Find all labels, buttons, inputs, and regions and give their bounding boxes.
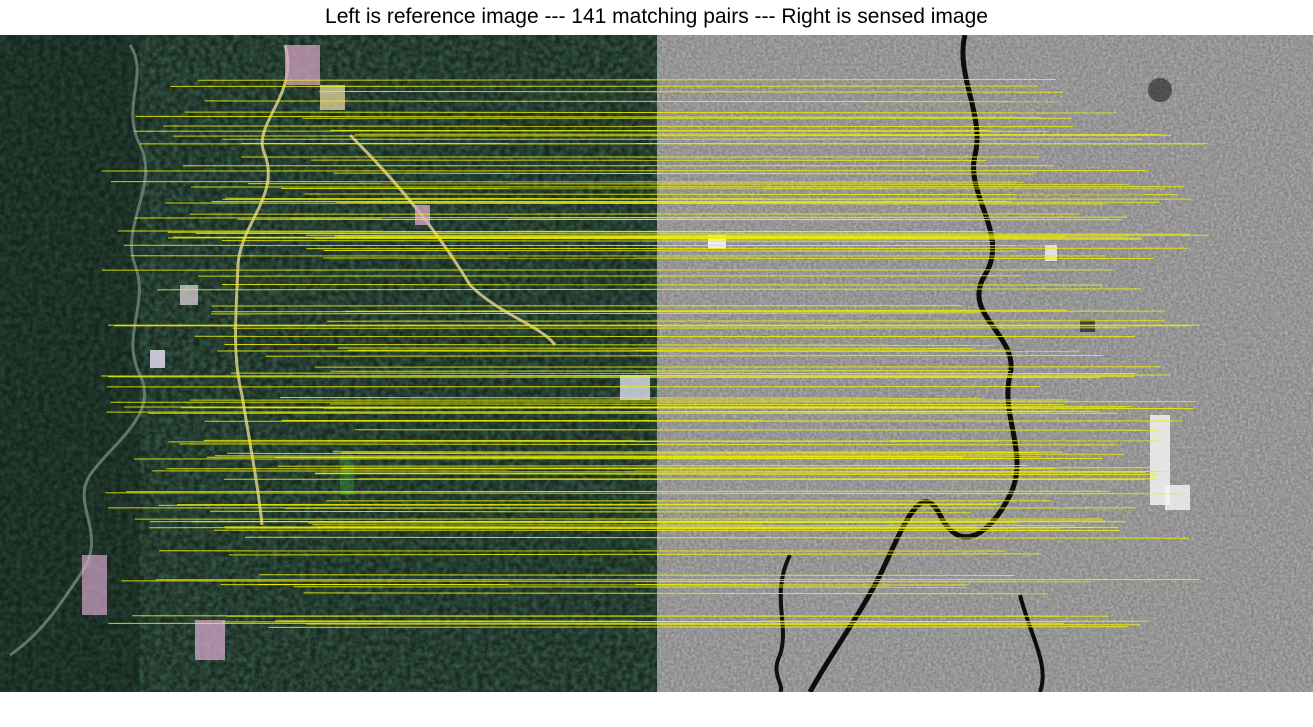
match-line bbox=[176, 503, 1002, 506]
match-line bbox=[225, 197, 1018, 200]
match-line bbox=[280, 397, 982, 399]
match-line bbox=[258, 574, 1015, 576]
match-line bbox=[330, 370, 1011, 372]
match-line bbox=[314, 473, 1159, 476]
match-line bbox=[110, 401, 1196, 403]
match-line bbox=[125, 490, 1110, 493]
match-line bbox=[333, 172, 1034, 175]
match-line bbox=[206, 456, 964, 458]
match-line bbox=[135, 115, 1042, 118]
match-line bbox=[151, 470, 1168, 472]
match-line bbox=[211, 310, 1165, 313]
matching-composite bbox=[0, 35, 1313, 692]
match-line bbox=[265, 355, 1103, 357]
match-line bbox=[108, 376, 1101, 379]
match-line bbox=[316, 526, 1119, 528]
match-line bbox=[221, 240, 994, 242]
match-line bbox=[247, 183, 1129, 185]
match-line bbox=[226, 452, 1124, 455]
match-line bbox=[167, 236, 973, 239]
sensed-image-panel bbox=[657, 35, 1313, 692]
match-line bbox=[101, 374, 1171, 377]
match-line bbox=[221, 284, 1104, 286]
match-line bbox=[330, 403, 1065, 406]
match-line bbox=[179, 443, 1119, 446]
match-line bbox=[204, 100, 1060, 103]
match-line bbox=[210, 312, 980, 315]
match-line bbox=[334, 235, 1127, 238]
match-line bbox=[110, 181, 1024, 183]
match-line bbox=[195, 232, 1190, 235]
match-line bbox=[134, 216, 1127, 219]
match-line bbox=[173, 134, 1172, 137]
match-line bbox=[323, 250, 1019, 252]
match-line bbox=[245, 536, 1190, 539]
match-line bbox=[228, 553, 1042, 556]
match-line bbox=[209, 510, 971, 513]
match-line bbox=[232, 327, 1126, 329]
match-line bbox=[158, 504, 999, 506]
match-line bbox=[336, 201, 1160, 204]
match-line bbox=[304, 193, 1178, 196]
match-line bbox=[313, 237, 1143, 240]
match-line bbox=[197, 79, 1057, 81]
match-line bbox=[290, 218, 1037, 221]
match-line bbox=[168, 440, 998, 443]
match-line bbox=[355, 429, 1158, 431]
match-line bbox=[163, 125, 1074, 128]
match-line bbox=[184, 111, 1117, 114]
match-line bbox=[224, 344, 995, 346]
match-line bbox=[105, 492, 1183, 495]
match-line bbox=[303, 592, 1049, 595]
figure-title: Left is reference image --- 141 matching… bbox=[325, 5, 988, 28]
match-line bbox=[164, 202, 1106, 205]
match-line bbox=[247, 406, 1126, 409]
match-line bbox=[157, 288, 1142, 291]
match-line bbox=[133, 458, 1103, 460]
match-line bbox=[268, 626, 1128, 628]
match-line bbox=[312, 524, 1075, 526]
reference-image-panel bbox=[0, 35, 657, 692]
match-line bbox=[319, 91, 1064, 93]
match-lines bbox=[101, 79, 1209, 628]
match-line bbox=[306, 623, 1141, 626]
match-line bbox=[330, 129, 1050, 132]
match-line bbox=[117, 230, 996, 233]
match-line bbox=[307, 521, 1019, 524]
match-line bbox=[225, 527, 1061, 530]
match-line bbox=[345, 309, 1068, 312]
match-line bbox=[121, 580, 1091, 583]
match-line bbox=[277, 465, 1028, 467]
